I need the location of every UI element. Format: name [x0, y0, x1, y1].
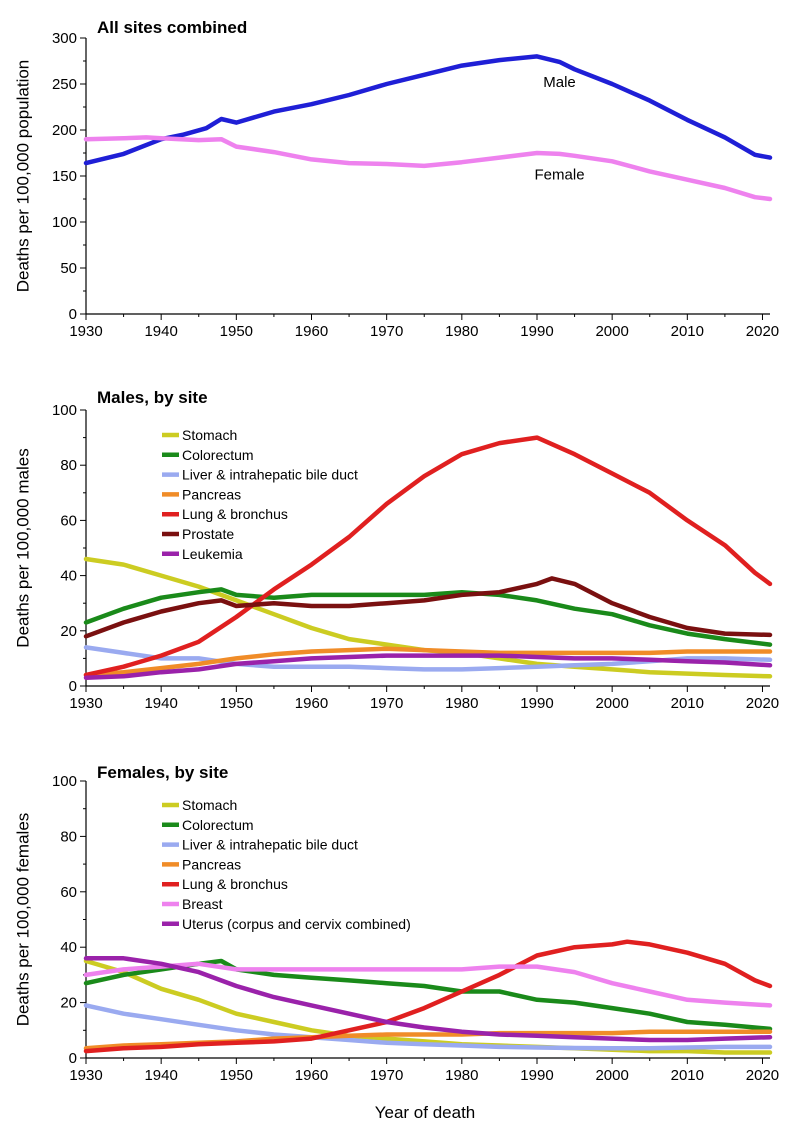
y-tick-label: 40: [60, 568, 77, 585]
x-tick-label: 1980: [445, 1067, 478, 1084]
y-tick-label: 0: [69, 1050, 77, 1067]
series-line-prostate: [83, 576, 773, 639]
series-line-uterus-corpus-and-cervix-combined: [83, 956, 773, 1043]
y-tick-label: 40: [60, 939, 77, 956]
panel-title: Males, by site: [97, 388, 208, 407]
series-line-breast: [83, 961, 773, 1008]
y-tick-label: 20: [60, 995, 77, 1012]
y-tick-label: 150: [52, 168, 77, 185]
x-tick-label: 2020: [746, 695, 779, 712]
x-tick-label: 1970: [370, 1067, 403, 1084]
legend-label: Pancreas: [182, 486, 241, 502]
x-tick-label: 2020: [746, 323, 779, 340]
legend-label: Colorectum: [182, 447, 254, 463]
x-tick-label: 1990: [520, 323, 553, 340]
legend-label: Stomach: [182, 797, 237, 813]
series-line-colorectum: [83, 587, 773, 647]
x-tick-label: 2000: [595, 1067, 628, 1084]
series-line-female: [83, 135, 773, 202]
x-tick-label: 2000: [595, 323, 628, 340]
series-line-leukemia: [83, 653, 773, 680]
y-tick-label: 20: [60, 623, 77, 640]
y-tick-label: 80: [60, 828, 77, 845]
y-axis-title: Deaths per 100,000 males: [13, 448, 32, 647]
series-line-lung-bronchus: [83, 435, 773, 678]
series-line-lung-bronchus: [83, 939, 773, 1054]
panel-all-sites: 0 50 100 150 200 250 300 1930 1940 1950 1960 1970 19…: [13, 18, 779, 340]
y-tick-label: 80: [60, 457, 77, 474]
y-tick-label: 100: [52, 402, 77, 419]
x-tick-label: 1990: [520, 695, 553, 712]
annotation-female: Female: [535, 167, 585, 184]
legend-label: Leukemia: [182, 546, 243, 562]
x-tick-label: 1990: [520, 1067, 553, 1084]
x-tick-label: 2010: [671, 323, 704, 340]
legend-label: Colorectum: [182, 817, 254, 833]
x-tick-label: 2010: [671, 1067, 704, 1084]
y-tick-label: 60: [60, 512, 77, 529]
panel-females-by-site: 0 20 40 60 80 100 1930 1940 1950 1960 1970 1980 1990…: [13, 763, 779, 1084]
legend-label: Prostate: [182, 526, 234, 542]
x-tick-label: 1930: [69, 1067, 102, 1084]
annotation-male: Male: [543, 74, 576, 91]
x-tick-label: 1970: [370, 323, 403, 340]
legend-label: Breast: [182, 896, 223, 912]
y-tick-label: 250: [52, 76, 77, 93]
legend-label: Lung & bronchus: [182, 876, 288, 892]
y-axis-title: Deaths per 100,000 females: [13, 813, 32, 1027]
x-tick-label: 1980: [445, 695, 478, 712]
x-tick-label: 1950: [220, 695, 253, 712]
legend-label: Uterus (corpus and cervix combined): [182, 916, 411, 932]
y-tick-label: 200: [52, 122, 77, 139]
panel-title: All sites combined: [97, 18, 247, 37]
x-tick-label: 1980: [445, 323, 478, 340]
y-tick-label: 100: [52, 214, 77, 231]
x-tick-label: 1940: [144, 323, 177, 340]
series-line-pancreas: [83, 646, 773, 678]
legend-label: Liver & intrahepatic bile duct: [182, 837, 358, 853]
y-axis-title: Deaths per 100,000 population: [13, 60, 32, 293]
y-tick-label: 100: [52, 773, 77, 790]
x-tick-label: 1960: [295, 695, 328, 712]
panel-males-by-site: 0 20 40 60 80 100 1930 1940 1950 1960 1970 1980 1990…: [13, 388, 779, 712]
y-tick-label: 0: [69, 678, 77, 695]
x-tick-label: 1950: [220, 323, 253, 340]
x-tick-label: 1940: [144, 1067, 177, 1084]
series-line-stomach: [83, 958, 773, 1055]
x-tick-label: 1930: [69, 695, 102, 712]
series-line-male: [83, 54, 773, 166]
x-tick-label: 1970: [370, 695, 403, 712]
y-tick-label: 300: [52, 30, 77, 47]
x-tick-label: 1960: [295, 1067, 328, 1084]
panel-title: Females, by site: [97, 763, 228, 782]
y-tick-label: 50: [60, 260, 77, 277]
legend-label: Lung & bronchus: [182, 506, 288, 522]
series-line-liver-intrahepatic-bile-duct: [83, 1003, 773, 1051]
x-tick-label: 1940: [144, 695, 177, 712]
x-tick-label: 1960: [295, 323, 328, 340]
y-tick-label: 0: [69, 306, 77, 323]
x-axis-title: Year of death: [375, 1103, 476, 1122]
x-tick-label: 2000: [595, 695, 628, 712]
x-tick-label: 2020: [746, 1067, 779, 1084]
legend-label: Pancreas: [182, 856, 241, 872]
y-tick-label: 60: [60, 884, 77, 901]
legend-label: Stomach: [182, 427, 237, 443]
x-tick-label: 1950: [220, 1067, 253, 1084]
x-tick-label: 2010: [671, 695, 704, 712]
x-tick-label: 1930: [69, 323, 102, 340]
legend-label: Liver & intrahepatic bile duct: [182, 467, 358, 483]
